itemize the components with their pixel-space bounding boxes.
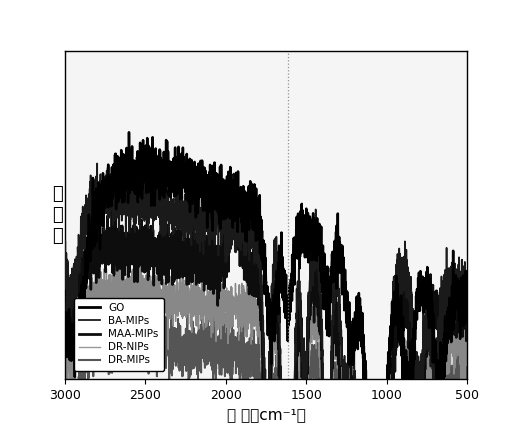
Y-axis label: 透
光
率: 透 光 率 (52, 185, 63, 245)
Text: 1744: 1744 (0, 425, 1, 426)
Legend: GO, BA-MIPs, MAA-MIPs, DR-NIPs, DR-MIPs: GO, BA-MIPs, MAA-MIPs, DR-NIPs, DR-MIPs (74, 298, 164, 371)
X-axis label: 波 数（cm⁻¹）: 波 数（cm⁻¹） (227, 407, 305, 423)
Text: 1065: 1065 (0, 425, 1, 426)
